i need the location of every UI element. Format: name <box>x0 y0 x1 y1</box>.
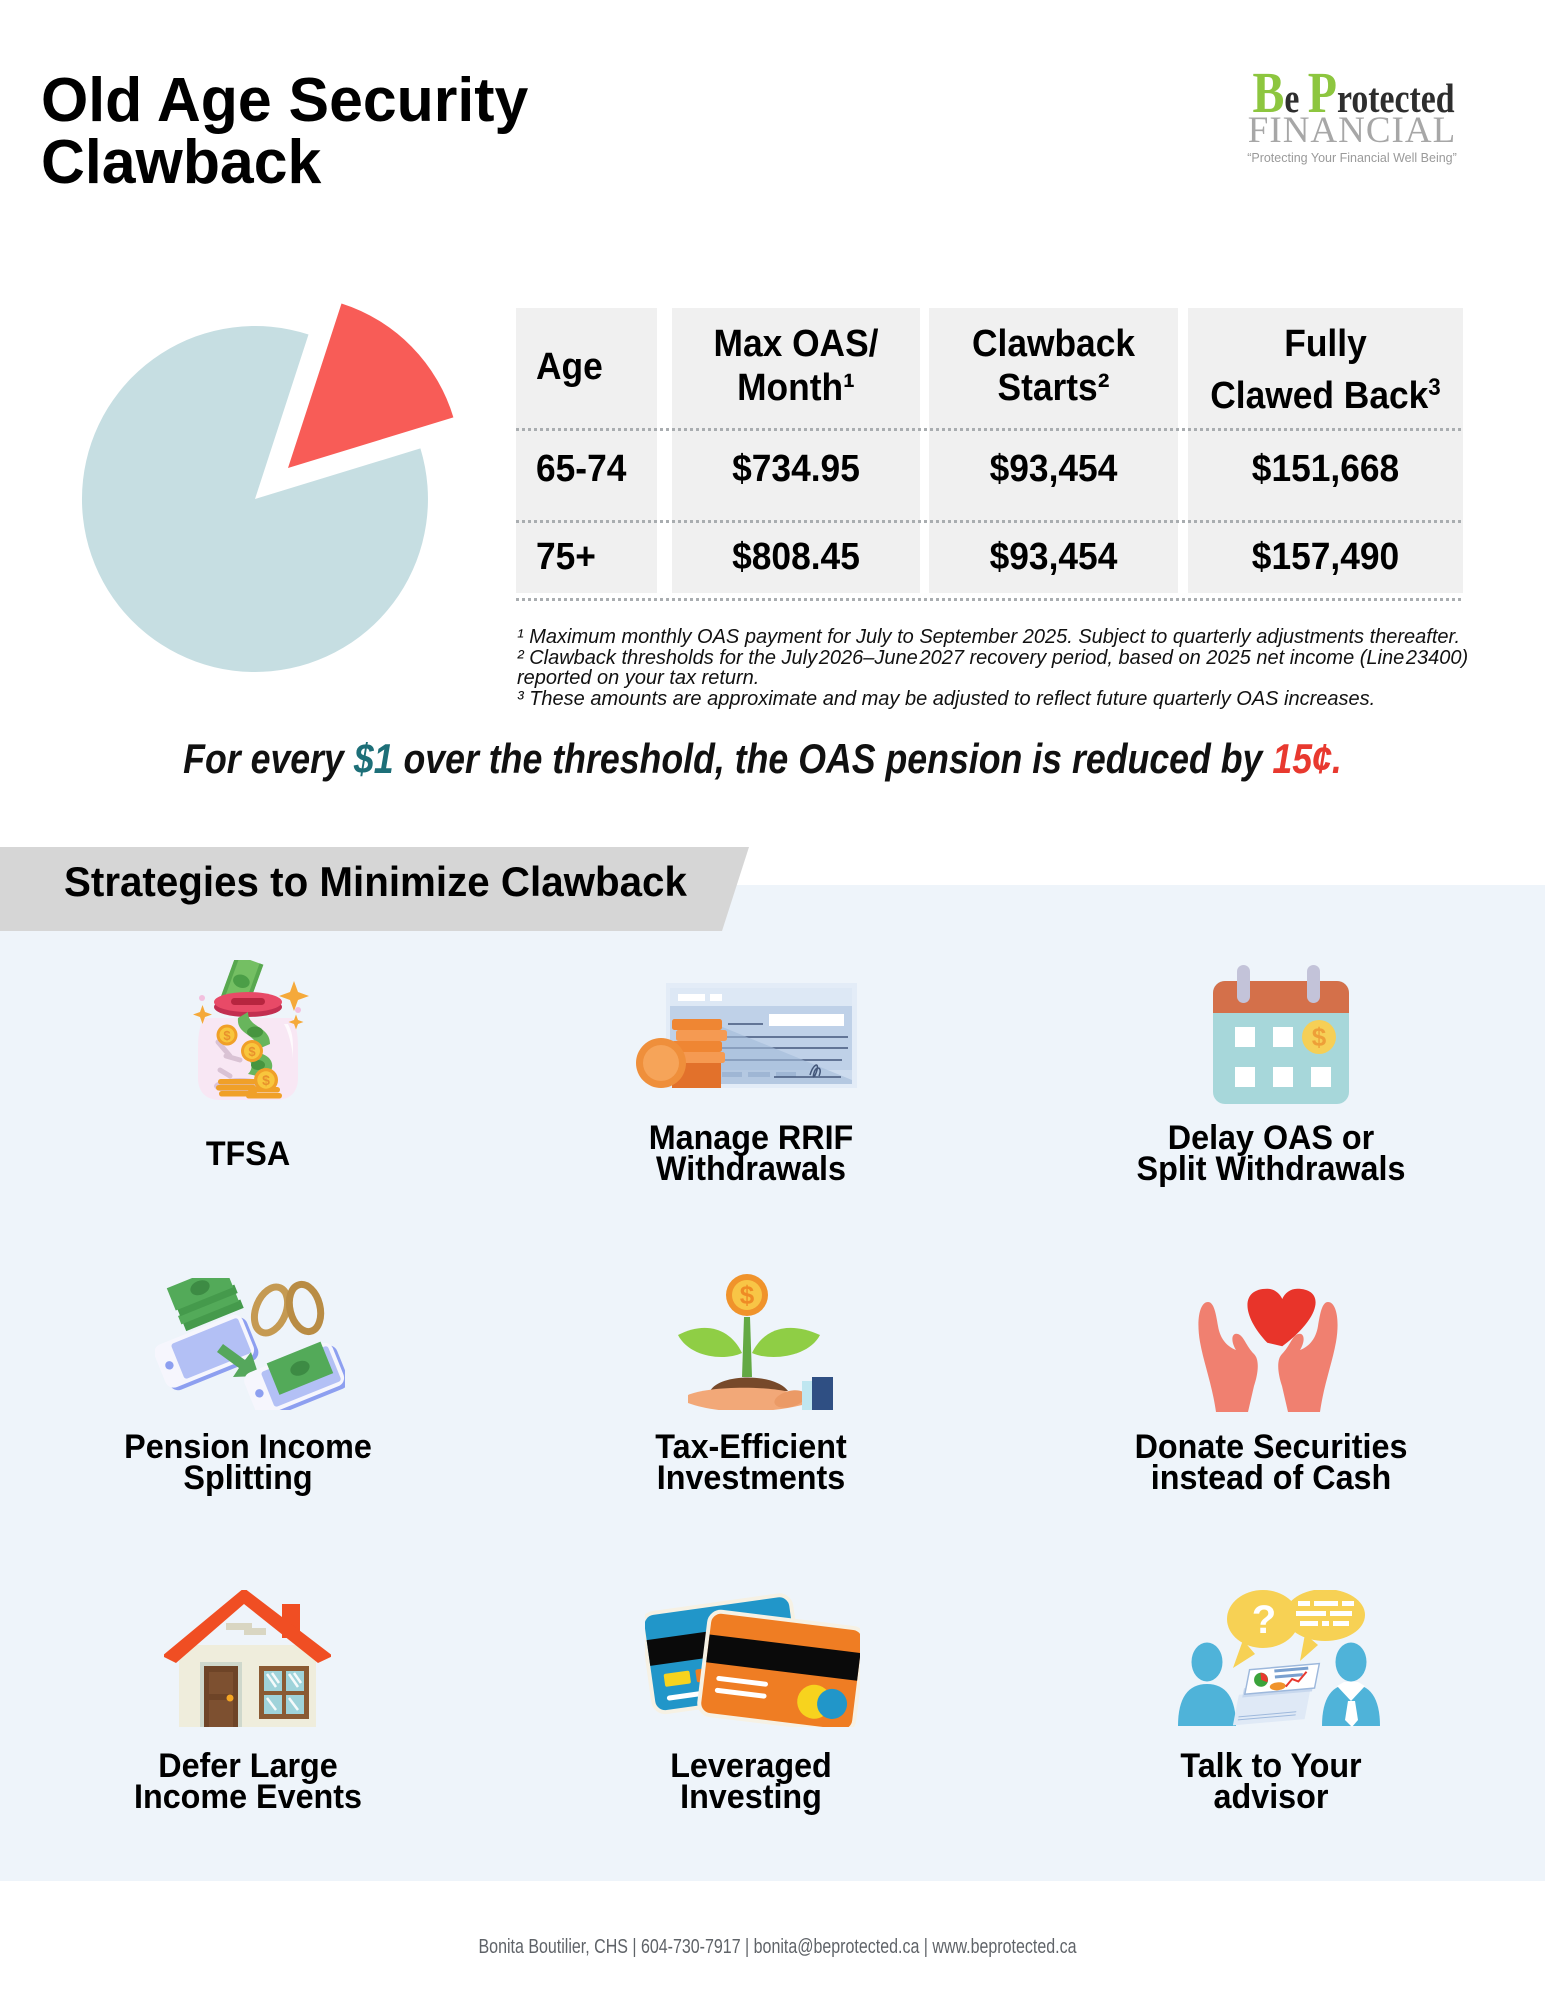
svg-text:$: $ <box>1312 1022 1327 1052</box>
svg-text:$: $ <box>262 1072 270 1088</box>
svg-text:$: $ <box>248 1044 256 1059</box>
svg-text:$: $ <box>740 1280 755 1310</box>
svg-text:?: ? <box>1252 1598 1276 1642</box>
svg-text:$: $ <box>223 1028 231 1043</box>
